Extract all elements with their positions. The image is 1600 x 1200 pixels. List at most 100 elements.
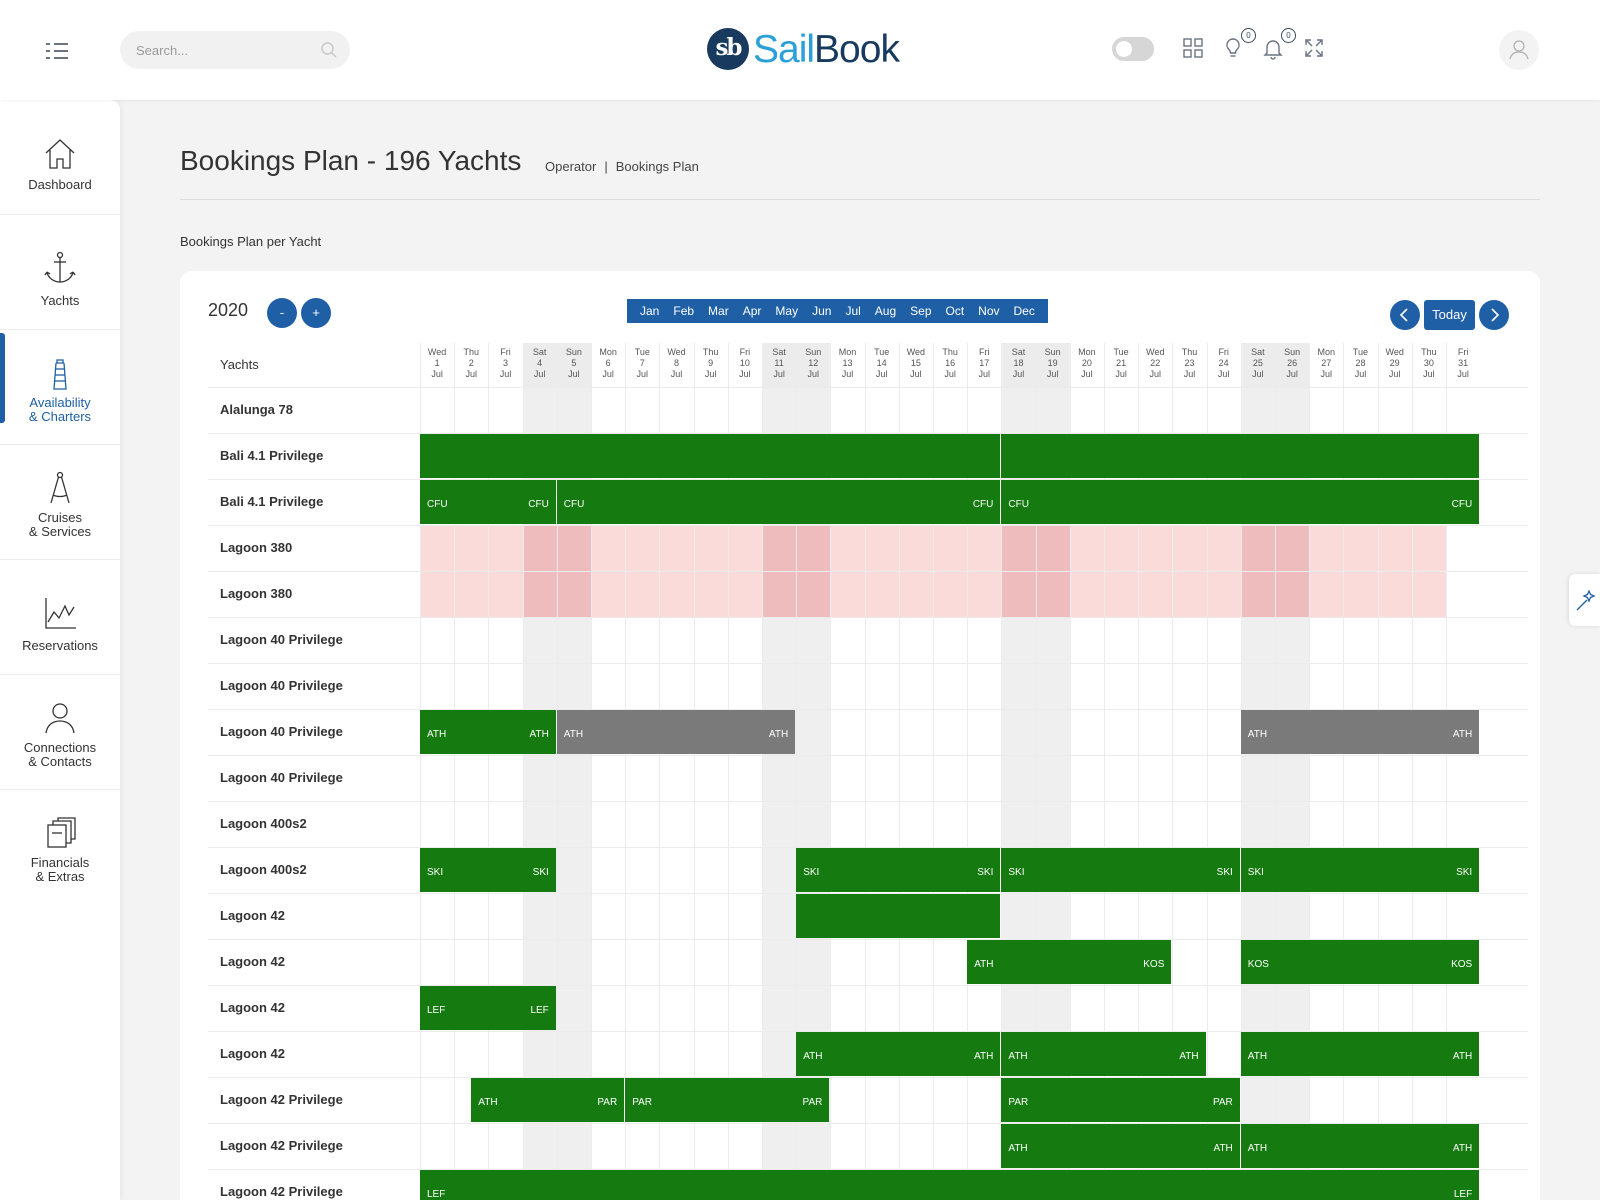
yacht-name[interactable]: Lagoon 40 Privilege: [220, 770, 343, 785]
next-year-button[interactable]: +: [301, 298, 331, 328]
day-header[interactable]: Fri 24 Jul: [1207, 343, 1241, 387]
day-header[interactable]: Tue 14 Jul: [865, 343, 899, 387]
day-header[interactable]: Sun 12 Jul: [796, 343, 831, 387]
yacht-name[interactable]: Bali 4.1 Privilege: [220, 448, 324, 463]
booking-bar[interactable]: LEF LEF: [420, 1170, 1480, 1200]
day-header[interactable]: Sat 18 Jul: [1001, 343, 1036, 387]
booking-bar[interactable]: ATH ATH: [420, 710, 556, 754]
yacht-name[interactable]: Lagoon 40 Privilege: [220, 632, 343, 647]
sidebar-item-connections-contacts[interactable]: Connections & Contacts: [0, 675, 120, 790]
yacht-name[interactable]: Bali 4.1 Privilege: [220, 494, 324, 509]
booking-bar[interactable]: SKI SKI: [1001, 848, 1240, 892]
day-header[interactable]: Thu 2 Jul: [454, 343, 488, 387]
booking-bar[interactable]: [1001, 434, 1480, 478]
booking-bar[interactable]: LEF LEF: [420, 986, 556, 1030]
apps-grid-icon[interactable]: [1182, 37, 1204, 59]
fullscreen-icon[interactable]: [1304, 38, 1324, 58]
sidebar-item-reservations[interactable]: Reservations: [0, 560, 120, 675]
day-header[interactable]: Sun 19 Jul: [1035, 343, 1070, 387]
day-header[interactable]: Mon 20 Jul: [1070, 343, 1104, 387]
day-header[interactable]: Sun 26 Jul: [1275, 343, 1310, 387]
yacht-name[interactable]: Lagoon 40 Privilege: [220, 678, 343, 693]
booking-bar[interactable]: PAR PAR: [625, 1078, 830, 1122]
sidebar-item-cruises-services[interactable]: Cruises & Services: [0, 445, 120, 560]
day-header[interactable]: Thu 9 Jul: [694, 343, 728, 387]
booking-bar[interactable]: [420, 434, 1001, 478]
booking-bar[interactable]: ATH ATH: [796, 1032, 1001, 1076]
yacht-name[interactable]: Lagoon 42: [220, 954, 286, 969]
day-header[interactable]: Wed 1 Jul: [420, 343, 454, 387]
yacht-name[interactable]: Lagoon 42: [220, 908, 286, 923]
month-oct[interactable]: Oct: [945, 304, 965, 318]
search-icon[interactable]: [320, 41, 338, 59]
yacht-name[interactable]: Lagoon 42 Privilege: [220, 1092, 343, 1107]
month-feb[interactable]: Feb: [673, 304, 695, 318]
yacht-name[interactable]: Lagoon 380: [220, 586, 293, 601]
booking-bar[interactable]: SKI SKI: [420, 848, 556, 892]
day-header[interactable]: Wed 8 Jul: [659, 343, 693, 387]
theme-toggle[interactable]: [1112, 37, 1154, 61]
day-header[interactable]: Mon 27 Jul: [1309, 343, 1343, 387]
yacht-name[interactable]: Lagoon 42: [220, 1000, 286, 1015]
booking-bar[interactable]: CFU CFU: [420, 480, 556, 524]
booking-bar[interactable]: ATH ATH: [1001, 1032, 1206, 1076]
yacht-name[interactable]: Alalunga 78: [220, 402, 293, 417]
yacht-name[interactable]: Lagoon 380: [220, 540, 293, 555]
day-header[interactable]: Thu 30 Jul: [1412, 343, 1446, 387]
notifications-button[interactable]: 0: [1262, 28, 1296, 62]
day-header[interactable]: Wed 15 Jul: [899, 343, 933, 387]
month-apr[interactable]: Apr: [742, 304, 762, 318]
user-avatar[interactable]: [1499, 30, 1539, 70]
booking-bar[interactable]: ATH PAR: [471, 1078, 625, 1122]
yacht-name[interactable]: Lagoon 42 Privilege: [220, 1138, 343, 1153]
day-header[interactable]: Tue 21 Jul: [1104, 343, 1138, 387]
booking-bar[interactable]: CFU CFU: [556, 480, 1001, 524]
booking-bar[interactable]: ATH ATH: [1240, 1124, 1480, 1168]
yacht-name[interactable]: Lagoon 400s2: [220, 816, 307, 831]
day-header[interactable]: Thu 23 Jul: [1172, 343, 1206, 387]
month-jul[interactable]: Jul: [845, 304, 861, 318]
booking-bar[interactable]: ATH ATH: [1001, 1124, 1240, 1168]
next-period-button[interactable]: [1479, 300, 1509, 330]
day-header[interactable]: Sat 25 Jul: [1240, 343, 1275, 387]
sidebar-item-dashboard[interactable]: Dashboard: [0, 100, 120, 215]
tips-button[interactable]: 0: [1222, 28, 1256, 62]
sidebar-item-availability-charters[interactable]: Availability & Charters: [0, 330, 120, 445]
day-header[interactable]: Mon 13 Jul: [830, 343, 864, 387]
day-header[interactable]: Fri 17 Jul: [967, 343, 1001, 387]
yacht-name[interactable]: Lagoon 42 Privilege: [220, 1184, 343, 1199]
booking-bar[interactable]: SKI SKI: [796, 848, 1001, 892]
day-header[interactable]: Sat 4 Jul: [522, 343, 557, 387]
previous-period-button[interactable]: [1390, 300, 1420, 330]
previous-year-button[interactable]: -: [267, 298, 297, 328]
sidebar-item-yachts[interactable]: Yachts: [0, 215, 120, 330]
booking-bar[interactable]: ATH ATH: [1240, 710, 1480, 754]
booking-bar[interactable]: CFU CFU: [1001, 480, 1480, 524]
menu-icon[interactable]: [46, 40, 70, 62]
customizer-tab[interactable]: [1569, 574, 1600, 626]
booking-bar[interactable]: [796, 894, 1001, 938]
sidebar-item-financials-extras[interactable]: Financials & Extras: [0, 790, 120, 905]
month-dec[interactable]: Dec: [1013, 304, 1035, 318]
month-may[interactable]: May: [775, 304, 799, 318]
day-header[interactable]: Fri 3 Jul: [488, 343, 522, 387]
day-header[interactable]: Thu 16 Jul: [933, 343, 967, 387]
day-header[interactable]: Tue 7 Jul: [625, 343, 659, 387]
booking-bar[interactable]: SKI SKI: [1240, 848, 1480, 892]
day-header[interactable]: Tue 28 Jul: [1343, 343, 1377, 387]
day-header[interactable]: Sun 5 Jul: [556, 343, 591, 387]
booking-bar[interactable]: KOS KOS: [1240, 940, 1480, 984]
booking-bar[interactable]: PAR PAR: [1001, 1078, 1240, 1122]
booking-bar[interactable]: ATH KOS: [967, 940, 1172, 984]
day-header[interactable]: Fri 10 Jul: [728, 343, 762, 387]
month-jan[interactable]: Jan: [640, 304, 660, 318]
month-aug[interactable]: Aug: [874, 304, 897, 318]
today-button[interactable]: Today: [1424, 300, 1475, 330]
day-header[interactable]: Wed 29 Jul: [1378, 343, 1412, 387]
month-mar[interactable]: Mar: [708, 304, 729, 318]
breadcrumb-item-operator[interactable]: Operator: [545, 159, 597, 174]
day-header[interactable]: Mon 6 Jul: [591, 343, 625, 387]
day-header[interactable]: Wed 22 Jul: [1138, 343, 1172, 387]
day-header[interactable]: Fri 31 Jul: [1446, 343, 1480, 387]
booking-bar[interactable]: ATH ATH: [1240, 1032, 1480, 1076]
